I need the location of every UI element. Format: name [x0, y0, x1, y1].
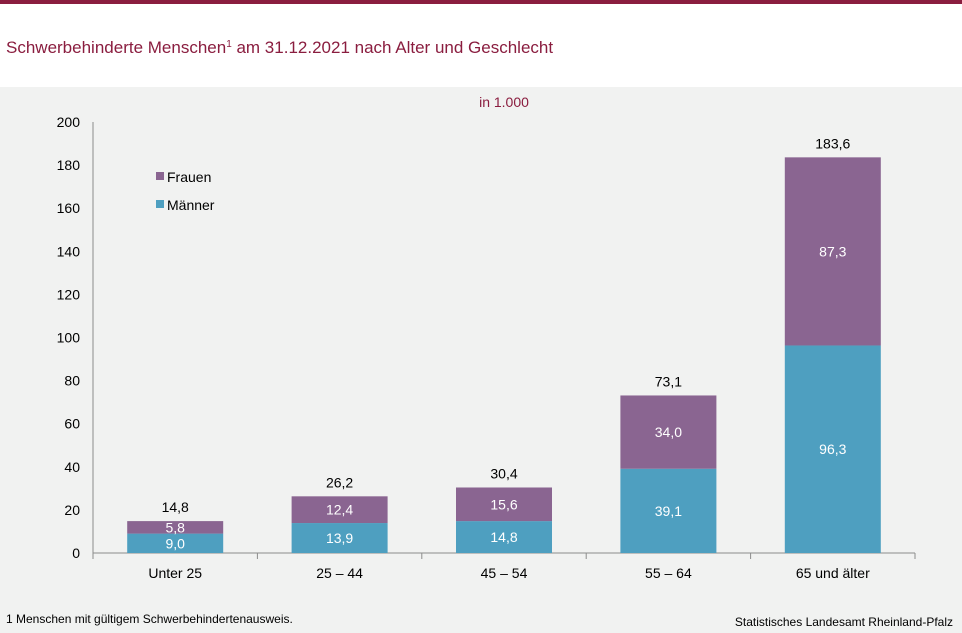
bar-segment-frauen [456, 487, 552, 522]
y-tick-label: 100 [57, 330, 81, 346]
data-label-frauen: 5,8 [165, 519, 185, 535]
y-tick-label: 40 [64, 459, 80, 475]
source-credit: Statistisches Landesamt Rheinland-Pfalz [734, 615, 953, 629]
data-label-total: 73,1 [655, 373, 682, 389]
data-label-total: 183,6 [815, 135, 850, 151]
data-label-frauen: 12,4 [326, 502, 353, 518]
y-tick-label: 120 [57, 286, 81, 302]
bar-segment-maenner [127, 533, 224, 553]
data-label-total: 26,2 [326, 474, 353, 490]
y-tick-label: 80 [64, 373, 80, 389]
legend-swatch-frauen [156, 172, 164, 180]
y-tick-label: 20 [64, 502, 80, 518]
data-label-frauen: 15,6 [490, 496, 517, 512]
header-divider [0, 78, 962, 87]
y-tick-label: 140 [57, 243, 81, 259]
title-footnote-marker: 1 [226, 39, 232, 50]
data-label-total: 14,8 [162, 499, 189, 515]
title-text-rest: am 31.12.2021 nach Alter und Geschlecht [231, 38, 554, 57]
y-tick-label: 60 [64, 416, 80, 432]
x-category-label: 65 und älter [796, 565, 870, 581]
stacked-bar-chart: in 1.000 0 20 40 60 80 100 120 140 160 180 200 9,05,… [57, 94, 916, 581]
data-label-maenner: 39,1 [655, 503, 682, 519]
legend-swatch-maenner [156, 200, 164, 208]
bar-segment-frauen [127, 521, 224, 534]
bar-segment-maenner [291, 523, 388, 553]
bar-segment-frauen [784, 157, 881, 346]
legend-label-frauen: Frauen [167, 169, 211, 185]
x-category-label: 55 – 64 [645, 565, 692, 581]
title-text: Schwerbehinderte Menschen [6, 38, 227, 57]
header: Schwerbehinderte Menschen1 am 31.12.2021… [0, 4, 962, 78]
data-label-maenner: 96,3 [819, 441, 846, 457]
footnote: 1 Menschen mit gültigem Schwerbehinderte… [6, 612, 293, 626]
y-tick-label: 200 [57, 114, 81, 130]
data-label-maenner: 9,0 [165, 535, 185, 551]
data-label-frauen: 87,3 [819, 243, 846, 259]
data-label-maenner: 14,8 [490, 529, 517, 545]
x-category-label: Unter 25 [148, 565, 202, 581]
data-label-frauen: 34,0 [655, 424, 682, 440]
x-category-label: 25 – 44 [316, 565, 363, 581]
bar-segment-maenner [784, 345, 881, 553]
bar-segment-frauen [291, 496, 388, 524]
bar-segment-maenner [456, 521, 552, 553]
data-label-total: 30,4 [490, 465, 517, 481]
page-title: Schwerbehinderte Menschen1 am 31.12.2021… [6, 38, 553, 58]
unit-label: in 1.000 [479, 94, 529, 110]
bar-segment-maenner [620, 468, 717, 553]
bar-segment-frauen [620, 395, 717, 469]
x-category-label: 45 – 54 [481, 565, 528, 581]
y-tick-label: 0 [72, 545, 80, 561]
y-tick-label: 160 [57, 200, 81, 216]
data-label-maenner: 13,9 [326, 530, 353, 546]
top-accent-bar [0, 0, 962, 4]
legend-label-maenner: Männer [167, 197, 215, 213]
y-tick-label: 180 [57, 157, 81, 173]
